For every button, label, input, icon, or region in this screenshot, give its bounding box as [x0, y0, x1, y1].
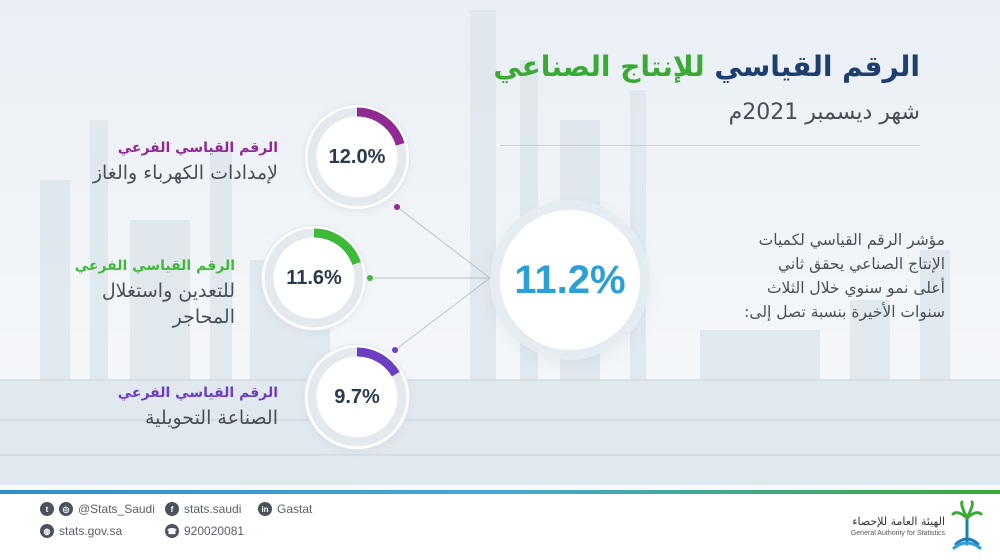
category-electricity: الرقم القياسي الفرعي: [117, 140, 278, 156]
ring-electricity: 12.0%: [305, 105, 409, 209]
footer-facebook[interactable]: f stats.saudi: [165, 502, 241, 516]
phone-icon: ☎: [165, 524, 179, 538]
description-line: الإنتاج الصناعي يحقق ثاني: [777, 255, 945, 273]
name-mining-line1: للتعدين واستغلال: [101, 280, 235, 302]
ring-mining: 11.6%: [262, 226, 366, 330]
name-electricity: لإمدادات الكهرباء والغاز: [92, 162, 278, 184]
label-electricity: الرقم القياسي الفرعي لإمدادات الكهرباء و…: [93, 140, 278, 186]
website-link: stats.gov.sa: [59, 524, 123, 538]
connector-dot-manufacturing: [392, 347, 398, 353]
page-subtitle: شهر ديسمبر 2021م: [728, 100, 920, 125]
gastat-logo: الهيئة العامة للإحصاء General Authority …: [815, 500, 990, 555]
header-divider: [500, 145, 920, 146]
description-line: أعلى نمو سنوي خلال الثلاث: [766, 279, 945, 297]
description: مؤشر الرقم القياسي لكميات الإنتاج الصناع…: [655, 228, 945, 324]
footer-accent-bar: [0, 490, 1000, 494]
ring-arc-manufacturing: [307, 347, 407, 447]
linkedin-handle: Gastat: [277, 502, 313, 516]
category-mining: الرقم القياسي الفرعي: [74, 258, 235, 274]
footer-twitter[interactable]: t ◎ @Stats_Saudi: [40, 502, 155, 516]
category-manufacturing: الرقم القياسي الفرعي: [117, 385, 278, 401]
page-title: الرقم القياسي للإنتاج الصناعي: [493, 50, 920, 83]
footer-website[interactable]: ◍ stats.gov.sa: [40, 524, 122, 538]
value-mining: 11.6%: [286, 266, 342, 289]
twitter-icon: t: [40, 502, 54, 516]
instagram-icon: ◎: [59, 502, 73, 516]
connector-dot-mining: [367, 275, 373, 281]
palm-emblem-icon: [951, 500, 983, 550]
linkedin-icon: in: [258, 502, 272, 516]
main-value: 11.2%: [514, 257, 626, 302]
connector-lines: [367, 204, 491, 353]
footer: t ◎ @Stats_Saudi f stats.saudi in Gastat…: [0, 490, 1000, 560]
name-mining-line2: المحاجر: [172, 306, 235, 328]
ring-arc-electricity: [307, 107, 407, 207]
org-name-ar: الهيئة العامة للإحصاء: [852, 515, 945, 528]
label-mining: الرقم القياسي الفرعي للتعدين واستغلال ال…: [75, 258, 235, 330]
facebook-handle: stats.saudi: [184, 502, 242, 516]
description-line: سنوات الأخيرة بنسبة تصل إلى:: [744, 303, 945, 321]
value-manufacturing: 9.7%: [334, 385, 380, 408]
footer-phone[interactable]: ☎ 920020081: [165, 524, 244, 538]
connector-dot-electricity: [394, 204, 400, 210]
value-electricity: 12.0%: [328, 145, 386, 168]
ring-manufacturing: 9.7%: [305, 345, 409, 449]
facebook-icon: f: [165, 502, 179, 516]
org-name-en: General Authority for Statistics: [850, 530, 945, 537]
footer-linkedin[interactable]: in Gastat: [258, 502, 312, 516]
description-line: مؤشر الرقم القياسي لكميات: [758, 231, 945, 249]
main-value-circle: 11.2%: [500, 210, 640, 350]
title-part-1: الرقم القياسي: [714, 50, 920, 83]
phone-number: 920020081: [184, 524, 245, 538]
name-manufacturing: الصناعة التحويلية: [144, 407, 278, 429]
ring-arc-mining: [264, 228, 364, 328]
title-part-2: للإنتاج الصناعي: [493, 50, 705, 83]
label-manufacturing: الرقم القياسي الفرعي الصناعة التحويلية: [118, 385, 278, 431]
twitter-handle: @Stats_Saudi: [78, 502, 155, 516]
globe-icon: ◍: [40, 524, 54, 538]
